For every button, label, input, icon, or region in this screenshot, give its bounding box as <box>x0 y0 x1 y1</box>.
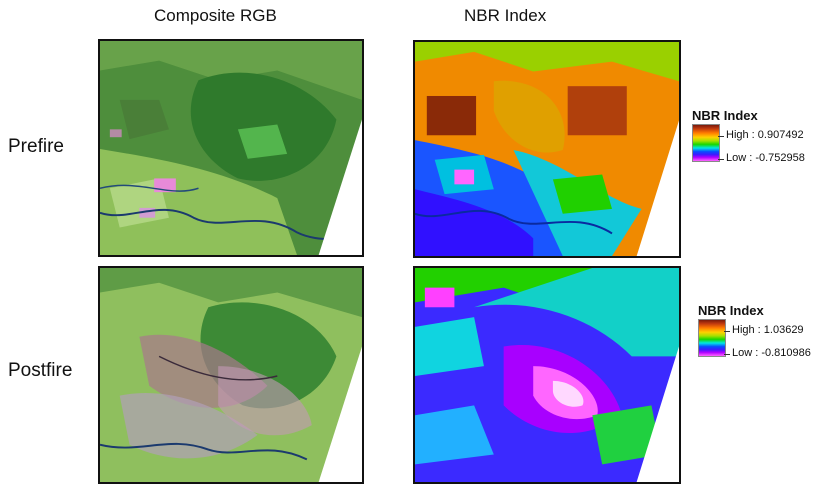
legend-high-label: High : 0.907492 <box>726 129 804 141</box>
color-ramp <box>698 319 726 357</box>
legend-tick-low <box>718 159 724 160</box>
row-label-prefire: Prefire <box>8 136 64 157</box>
legend-low-label: Low : -0.752958 <box>726 152 805 164</box>
legend-tick-high <box>724 331 730 332</box>
column-title-composite-rgb: Composite RGB <box>154 6 277 25</box>
legend-low-label: Low : -0.810986 <box>732 347 811 359</box>
color-ramp <box>692 124 720 162</box>
legend-title: NBR Index <box>698 303 764 318</box>
prefire-composite-rgb-image <box>98 39 364 257</box>
postfire-nbr-legend: NBR Index High : 1.03629 Low : -0.810986 <box>698 303 811 359</box>
legend-title: NBR Index <box>692 108 758 123</box>
postfire-composite-rgb-image <box>98 266 364 484</box>
postfire-nbr-index-image <box>413 266 681 484</box>
prefire-nbr-index-image <box>413 40 681 258</box>
legend-high-label: High : 1.03629 <box>732 324 804 336</box>
legend-tick-low <box>724 354 730 355</box>
legend-tick-high <box>718 136 724 137</box>
column-title-nbr-index: NBR Index <box>464 6 547 25</box>
prefire-nbr-legend: NBR Index High : 0.907492 Low : -0.75295… <box>692 108 805 164</box>
row-label-postfire: Postfire <box>8 360 73 381</box>
